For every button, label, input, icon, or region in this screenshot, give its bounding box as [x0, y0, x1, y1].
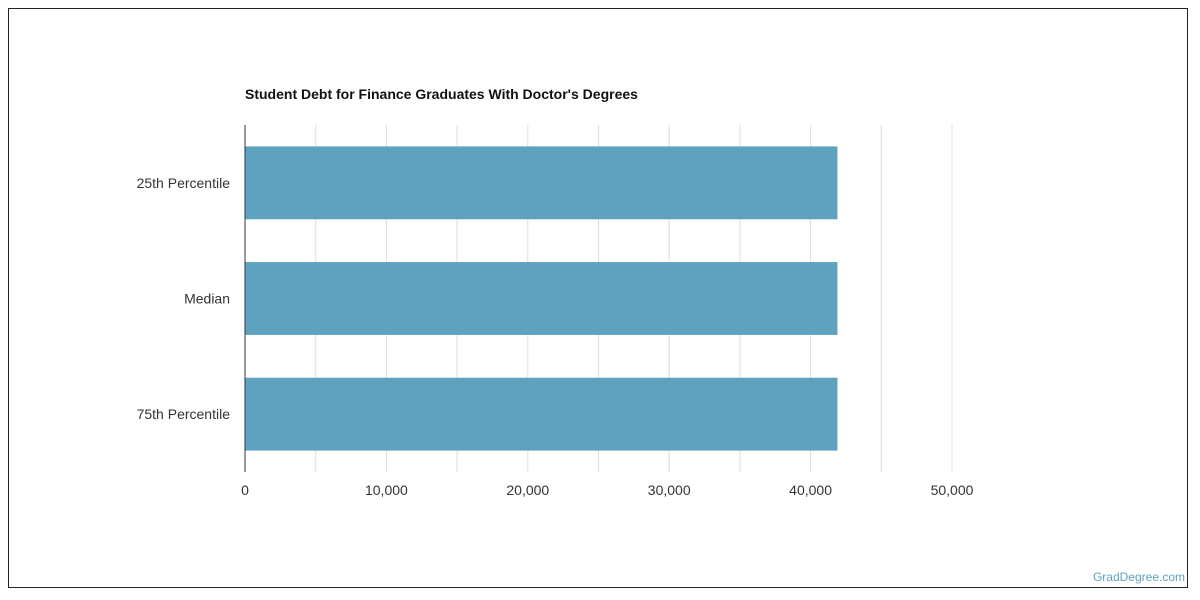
x-tick-label: 20,000: [506, 482, 549, 498]
x-tick-label: 0: [241, 482, 249, 498]
category-label: Median: [184, 291, 230, 307]
x-tick-label: 50,000: [931, 482, 974, 498]
category-labels: 25th Percentile Median 75th Percentile: [137, 175, 231, 422]
chart-title: Student Debt for Finance Graduates With …: [245, 86, 638, 102]
x-tick-label: 30,000: [648, 482, 691, 498]
x-tick-label: 40,000: [789, 482, 832, 498]
bar-75th-percentile: [245, 377, 838, 451]
bars: [245, 146, 838, 451]
bar-25th-percentile: [245, 146, 838, 220]
category-label: 25th Percentile: [137, 175, 231, 191]
bar-median: [245, 262, 838, 335]
watermark-link[interactable]: GradDegree.com: [1092, 570, 1185, 584]
x-tick-label: 10,000: [365, 482, 408, 498]
x-tick-labels: 0 10,000 20,000 30,000 40,000 50,000: [241, 482, 974, 498]
category-label: 75th Percentile: [137, 406, 231, 422]
